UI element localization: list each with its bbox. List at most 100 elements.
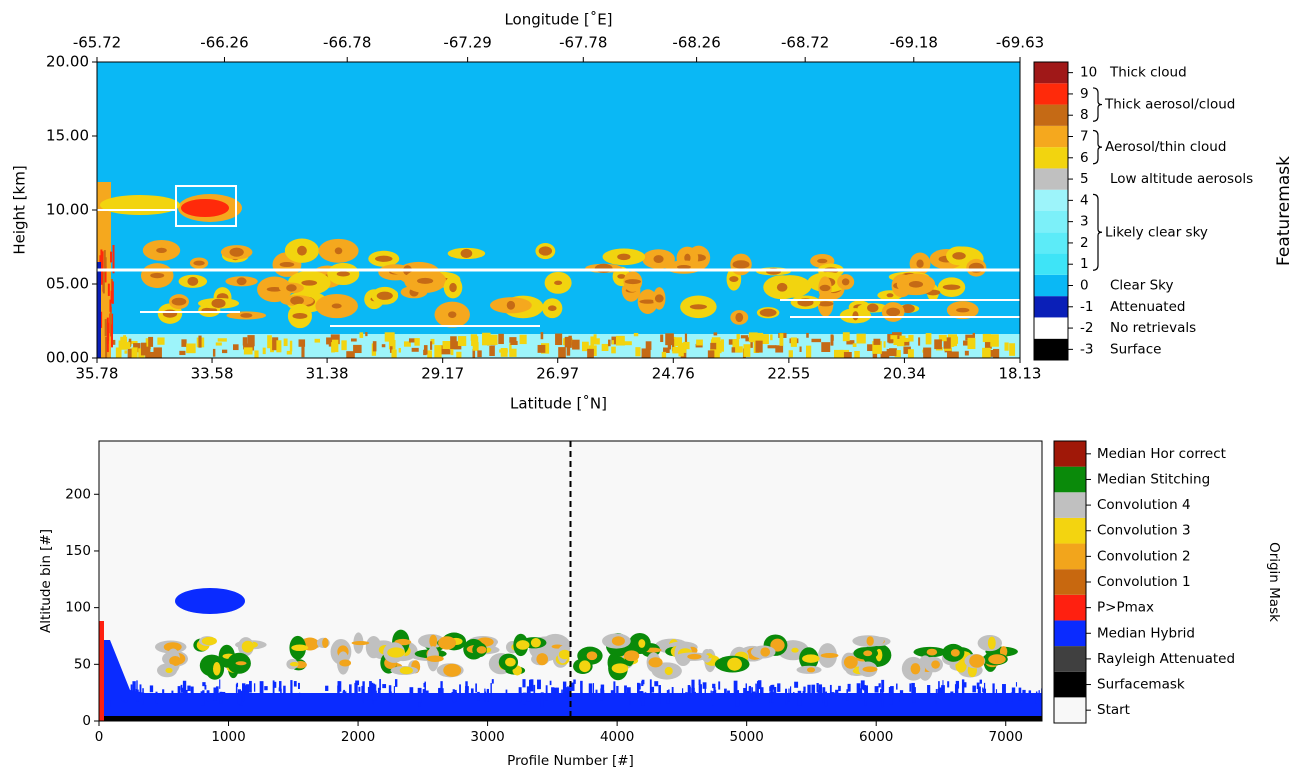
heatmap-texture [880,351,890,358]
heatmap-texture [746,690,750,703]
heatmap-texture [422,689,426,697]
heatmap-texture [883,341,886,348]
heatmap-texture [907,349,914,358]
heatmap-texture [484,691,487,696]
heatmap-texture [587,348,594,358]
heatmap-texture [457,336,467,347]
heatmap-texture [874,686,879,693]
heatmap-texture [767,345,777,349]
heatmap-texture [802,690,806,698]
heatmap-texture [283,685,286,695]
heatmap-texture [242,686,245,702]
heatmap-texture [759,308,777,317]
heatmap-texture [185,689,188,703]
x-tick-label: 29.17 [421,365,464,383]
heatmap-texture [112,244,115,274]
heatmap-texture [773,686,777,694]
heatmap-texture [105,336,108,358]
x-tick-label: 1000 [211,729,245,745]
heatmap-texture [852,343,857,347]
heatmap-texture [951,341,955,347]
heatmap-texture [354,682,358,697]
heatmap-texture [720,339,724,352]
heatmap-texture [409,687,414,696]
heatmap-texture [770,685,773,700]
heatmap-texture [475,683,477,693]
colorbar-label: Median Hor correct [1097,446,1226,462]
heatmap-texture [712,691,715,706]
colorbar-swatch [1034,147,1068,169]
heatmap-texture [425,690,429,697]
y-tick-label: 0 [82,713,91,729]
heatmap-texture [641,681,644,687]
heatmap-texture [104,319,107,337]
heatmap-texture [136,680,138,691]
x2-tick-label: -67.29 [443,34,491,52]
heatmap-texture [215,686,219,695]
heatmap-texture [573,679,576,684]
heatmap-texture [522,692,527,705]
heatmap-texture [710,342,717,350]
heatmap-texture [803,686,806,693]
heatmap-texture [165,667,173,673]
x-tick-label: 31.38 [306,365,349,383]
heatmap-texture [856,683,861,697]
group-brace [1092,87,1103,122]
heatmap-texture [955,680,960,689]
heatmap-texture [533,684,536,697]
heatmap-texture [338,681,342,692]
heatmap-texture [509,348,517,357]
heatmap-texture [279,262,295,268]
colorbar-title: Origin Mask [1266,542,1282,622]
heatmap-texture [551,687,555,702]
heatmap-texture [838,685,841,692]
heatmap-texture [695,343,703,348]
heatmap-texture [802,654,820,663]
heatmap-texture [124,350,128,354]
x2-axis-label: Longitude [˚E] [504,11,612,29]
heatmap-texture [270,340,274,353]
heatmap-texture [927,685,931,697]
heatmap-texture [1018,687,1022,701]
heatmap-texture [103,250,106,273]
heatmap-texture [516,640,530,650]
heatmap-texture [187,276,199,286]
heatmap-texture [452,689,455,703]
heatmap-texture [106,322,109,353]
heatmap-texture [290,680,293,695]
heatmap-texture [384,332,395,342]
heatmap-texture [442,341,451,349]
colorbar-swatch [1054,620,1086,647]
heatmap-texture [888,686,893,696]
heatmap-texture [886,307,901,317]
heatmap-texture [881,679,885,692]
heatmap-texture [178,692,181,701]
heatmap-texture [926,648,938,656]
heatmap-texture [423,349,427,356]
heatmap-texture [591,338,600,345]
heatmap-texture [547,305,557,311]
heatmap-texture [908,334,914,342]
colorbar-swatch [1054,441,1086,467]
heatmap-texture [678,351,684,357]
colorbar-swatch [1054,517,1086,544]
heatmap-texture [558,649,571,660]
x-tick-label: 35.78 [76,365,119,383]
heatmap-texture [713,687,716,699]
heatmap-texture [691,687,695,696]
colorbar-label: Start [1097,702,1130,718]
heatmap-texture [666,690,670,704]
heatmap-texture [243,685,247,701]
heatmap-texture [769,692,772,703]
heatmap-texture [641,348,651,358]
heatmap-texture [724,688,727,698]
heatmap-texture [249,343,255,351]
heatmap-texture [1035,691,1038,704]
y-tick-label: 00.00 [46,349,89,367]
heatmap-texture [748,332,758,343]
heatmap-texture [886,348,897,357]
heatmap-texture [881,691,884,708]
colorbar-value: 0 [1080,278,1089,294]
heatmap-texture [624,685,627,697]
heatmap-texture [239,690,244,706]
